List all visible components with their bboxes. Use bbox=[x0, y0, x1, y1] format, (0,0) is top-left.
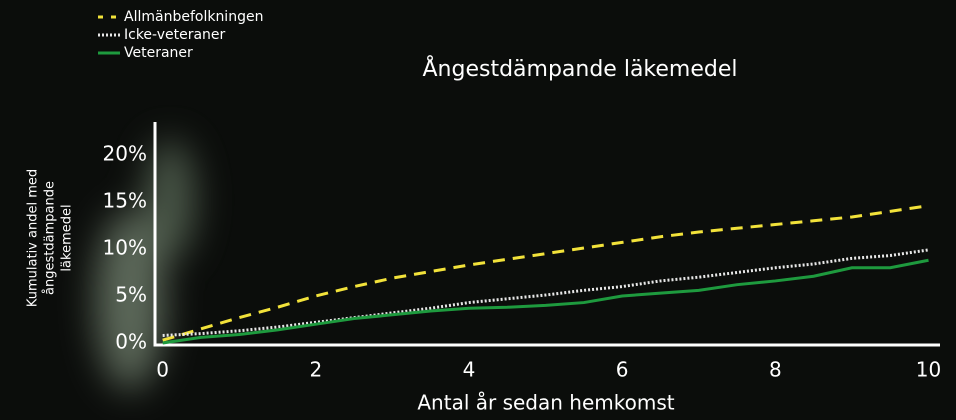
x-tick-label: 2 bbox=[309, 358, 322, 382]
background-blur bbox=[95, 140, 195, 390]
x-tick-label: 10 bbox=[916, 358, 941, 382]
y-tick-label: 20% bbox=[103, 141, 147, 165]
y-tick-label: 15% bbox=[103, 188, 147, 212]
legend-label: Allmänbefolkningen bbox=[124, 9, 263, 25]
y-axis-label: ångestdämpande bbox=[43, 181, 58, 295]
y-axis-label: Kumulativ andel med bbox=[26, 169, 41, 307]
x-axis-label: Antal år sedan hemkomst bbox=[417, 391, 674, 415]
y-tick-label: 5% bbox=[115, 282, 147, 306]
x-tick-label: 0 bbox=[156, 358, 169, 382]
legend-label: Icke-veteraner bbox=[124, 27, 226, 43]
legend-label: Veteraner bbox=[124, 45, 193, 61]
series-line bbox=[162, 204, 929, 342]
y-tick-label: 10% bbox=[103, 235, 147, 259]
y-axis-label: läkemedel bbox=[60, 204, 75, 271]
y-tick-label: 0% bbox=[115, 330, 147, 354]
series-line bbox=[162, 258, 929, 345]
series-line bbox=[162, 248, 929, 337]
x-tick-label: 8 bbox=[769, 358, 782, 382]
x-tick-label: 4 bbox=[463, 358, 476, 382]
chart-title: Ångestdämpande läkemedel bbox=[422, 55, 737, 82]
x-tick-label: 6 bbox=[616, 358, 629, 382]
